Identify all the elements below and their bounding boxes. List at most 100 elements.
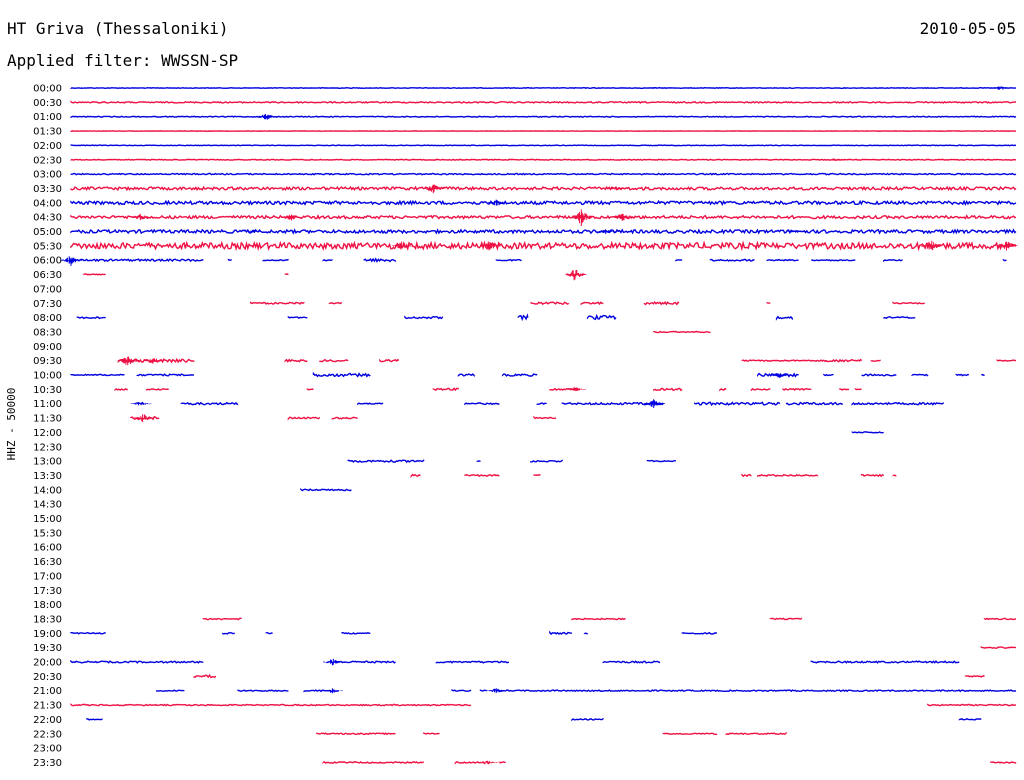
event-0000-1	[990, 86, 1012, 90]
event-0500-0	[244, 230, 265, 233]
trace-2200-seg-0	[86, 718, 103, 721]
trace-1130-seg-1	[287, 416, 321, 421]
trace-1030-seg-6	[719, 387, 727, 392]
row-label-1800: 18:00	[33, 600, 62, 611]
row-label-1900: 19:00	[33, 629, 62, 640]
event-0000-0	[644, 87, 665, 89]
trace-2100-seg-6	[495, 689, 1017, 693]
trace-0930-seg-1	[284, 358, 308, 363]
trace-0800-seg-6	[883, 316, 916, 319]
event-2100-0	[322, 688, 344, 694]
trace-1100-seg-8	[694, 401, 781, 407]
trace-0600-seg-9	[811, 259, 856, 262]
trace-1000-seg-1	[136, 373, 194, 377]
trace-1330-seg-4	[757, 473, 819, 478]
trace-0730-seg-4	[643, 300, 680, 306]
trace-0730-seg-3	[580, 301, 604, 306]
trace-2130-seg-1	[927, 703, 1017, 707]
row-label-1100: 11:00	[33, 399, 62, 410]
event-1030-0	[565, 386, 587, 392]
row-label-0030: 00:30	[33, 98, 62, 109]
trace-1100-seg-1	[180, 401, 239, 406]
trace-1030-seg-5	[653, 387, 683, 392]
trace-1030-seg-8	[782, 387, 812, 391]
trace-1330-seg-2	[533, 473, 541, 477]
trace-0500-seg-0	[70, 228, 1017, 235]
trace-1300-seg-0	[347, 459, 425, 464]
trace-1300-seg-3	[646, 459, 677, 463]
trace-0630-seg-1	[284, 273, 289, 276]
row-label-2100: 21:00	[33, 686, 62, 697]
trace-0530-seg-0	[70, 240, 1017, 252]
trace-0330-seg-0	[70, 185, 1017, 192]
row-label-0700: 07:00	[33, 284, 62, 295]
trace-1100-seg-5	[561, 402, 592, 406]
trace-0030-seg-0	[70, 100, 1017, 104]
trace-2230-seg-3	[725, 731, 787, 736]
row-label-0200: 02:00	[33, 141, 62, 152]
trace-0730-seg-0	[249, 301, 305, 305]
row-label-1330: 13:30	[33, 471, 62, 482]
trace-1000-seg-0	[70, 373, 125, 377]
trace-1100-seg-2	[357, 402, 384, 406]
trace-1000-seg-7	[861, 373, 897, 377]
trace-0100-seg-0	[70, 115, 1017, 118]
trace-0600-seg-6	[675, 259, 683, 262]
trace-2030-seg-0	[193, 673, 217, 679]
trace-0200-seg-0	[70, 144, 1017, 147]
row-label-1630: 16:30	[33, 557, 62, 568]
trace-1030-seg-7	[750, 387, 771, 392]
event-2100-1	[486, 688, 508, 694]
trace-0930-seg-6	[870, 359, 881, 362]
trace-1900-seg-5	[583, 632, 589, 635]
row-label-1130: 11:30	[33, 414, 62, 425]
row-label-0900: 09:00	[33, 342, 62, 353]
trace-0600-seg-0	[70, 258, 204, 264]
trace-1000-seg-2	[312, 371, 371, 378]
row-label-0830: 08:30	[33, 327, 62, 338]
row-label-1000: 10:00	[33, 371, 62, 382]
trace-1000-seg-10	[981, 373, 985, 377]
trace-1130-seg-3	[533, 415, 557, 420]
event-1100-1	[644, 399, 665, 408]
event-0930-1	[143, 358, 165, 364]
trace-1930-seg-0	[980, 646, 1017, 649]
event-0430-0	[130, 213, 152, 221]
time-labels: 00:00 00:30 01:00 01:30 02:00 02:30 03:00 03:30…	[33, 84, 62, 769]
trace-1030-seg-10	[854, 387, 862, 391]
trace-1300-seg-2	[530, 459, 564, 463]
trace-0930-seg-3	[379, 358, 400, 363]
channel-label: HHZ - 50000	[5, 388, 18, 461]
row-label-0000: 00:00	[33, 84, 62, 95]
event-0930-0	[118, 356, 139, 366]
trace-2330-seg-2	[498, 761, 506, 764]
trace-2230-seg-1	[423, 732, 440, 735]
row-label-0100: 01:00	[33, 112, 62, 123]
station-title: HT Griva (Thessaloniki)	[7, 19, 229, 38]
trace-0630-seg-0	[82, 273, 106, 276]
event-0430-2	[571, 209, 593, 227]
trace-1830-seg-2	[769, 617, 803, 621]
trace-1830-seg-3	[983, 617, 1017, 621]
row-label-2230: 22:30	[33, 729, 62, 740]
seismic-traces	[61, 86, 1018, 765]
event-1100-0	[130, 402, 152, 406]
row-label-1600: 16:00	[33, 543, 62, 554]
trace-1330-seg-0	[410, 473, 421, 479]
row-label-2300: 23:00	[33, 744, 62, 755]
trace-0600-seg-7	[709, 258, 755, 262]
row-label-1500: 15:00	[33, 514, 62, 525]
trace-1900-seg-0	[70, 631, 107, 635]
trace-0800-seg-1	[287, 315, 308, 320]
trace-0000-seg-0	[70, 86, 1017, 90]
row-label-1300: 13:00	[33, 457, 62, 468]
trace-0830-seg-0	[653, 330, 711, 334]
trace-1900-seg-3	[341, 631, 371, 635]
event-0430-3	[612, 213, 634, 221]
trace-0930-seg-7	[996, 359, 1017, 362]
trace-2230-seg-0	[316, 732, 396, 736]
trace-2200-seg-1	[571, 717, 604, 722]
trace-1330-seg-5	[860, 473, 885, 478]
trace-1330-seg-1	[464, 473, 500, 478]
event-0330-1	[606, 186, 628, 191]
